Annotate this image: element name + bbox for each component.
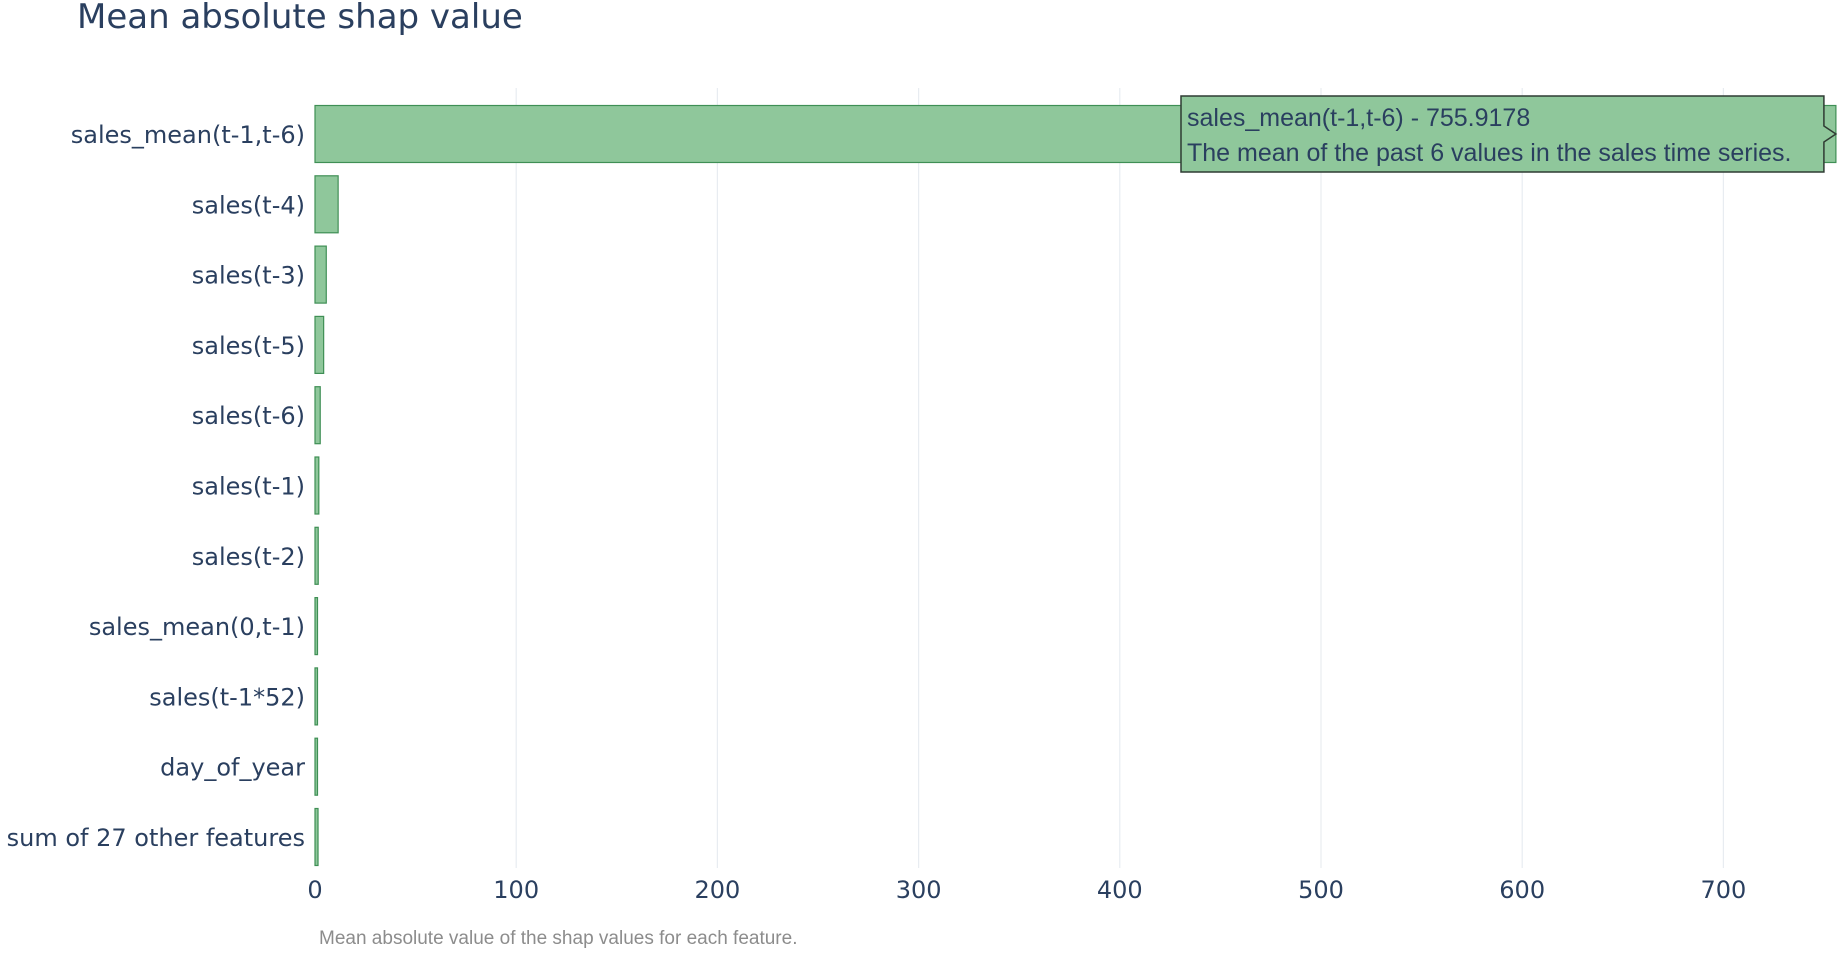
bars: [314, 104, 1837, 867]
bar[interactable]: [314, 667, 319, 726]
bar[interactable]: [314, 737, 319, 796]
y-tick-label: sales(t-1): [192, 473, 305, 501]
x-axis-tick-labels: 0 100 200 300 400 500 600 700: [307, 876, 1746, 904]
hover-tooltip-title: sales_mean(t-1,t-6) - 755.9178: [1187, 104, 1530, 132]
chart-title: Mean absolute shap value: [77, 0, 523, 37]
y-axis-tick-labels: sales_mean(t-1,t-6) sales(t-4) sales(t-3) s…: [7, 121, 306, 852]
y-tick-label: sales(t-3): [192, 262, 305, 290]
grid-lines: [515, 88, 1725, 868]
y-tick-label: sales(t-2): [192, 543, 305, 571]
x-tick-label: 200: [694, 876, 740, 904]
hover-tooltip-box: [1180, 95, 1838, 173]
x-tick-label: 400: [1097, 876, 1143, 904]
y-tick-label: sales_mean(t-1,t-6): [71, 121, 305, 149]
y-tick-label: sales(t-4): [192, 191, 305, 219]
bar[interactable]: [314, 526, 319, 585]
bar[interactable]: [314, 386, 321, 445]
x-tick-label: 300: [896, 876, 942, 904]
y-tick-label: sales(t-5): [192, 332, 305, 360]
bar[interactable]: [314, 456, 320, 515]
hover-tooltip-description: The mean of the past 6 values in the sal…: [1187, 139, 1791, 167]
bar[interactable]: [314, 596, 319, 656]
bar[interactable]: [314, 175, 339, 234]
x-tick-label: 600: [1499, 876, 1545, 904]
bar[interactable]: [314, 807, 319, 867]
y-tick-label: day_of_year: [160, 754, 305, 782]
y-tick-label: sales(t-6): [192, 402, 305, 430]
x-tick-label: 500: [1298, 876, 1344, 904]
x-axis-caption: Mean absolute value of the shap values f…: [319, 928, 797, 949]
hover-tooltip: sales_mean(t-1,t-6) - 755.9178 The mean o…: [1180, 95, 1838, 173]
bar[interactable]: [314, 315, 325, 374]
y-tick-label: sum of 27 other features: [7, 824, 305, 852]
y-tick-label: sales_mean(0,t-1): [89, 613, 305, 641]
x-tick-label: 100: [493, 876, 539, 904]
bar[interactable]: [314, 245, 327, 304]
x-tick-label: 0: [307, 876, 322, 904]
y-tick-label: sales(t-1*52): [149, 683, 305, 711]
x-tick-label: 700: [1700, 876, 1746, 904]
